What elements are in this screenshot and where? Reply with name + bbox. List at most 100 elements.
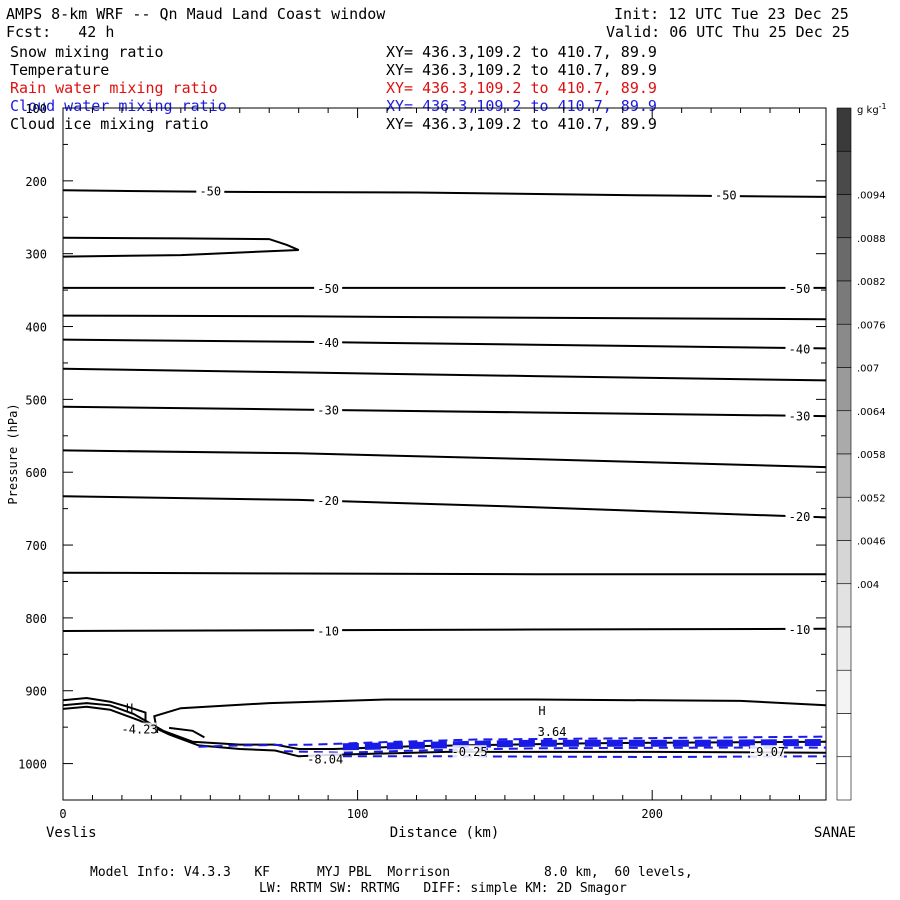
footer-physics-info: LW: RRTM SW: RRTMG DIFF: simple KM: 2D S… [259,881,627,896]
contour-label: -40 [789,342,811,356]
y-tick-label: 1000 [18,758,47,772]
colorbar-label: .0094 [857,191,886,202]
field-xy: XY= 436.3,109.2 to 410.7, 89.9 [386,61,657,79]
colorbar-segment [836,583,852,628]
contour-label-bg [314,402,343,417]
valid-time: Valid: 06 UTC Thu 25 Dec 25 [606,23,850,41]
temperature-contour [62,338,827,350]
field-name: Snow mixing ratio [10,43,164,61]
x-end-location: SANAE [814,825,856,841]
colorbar-segment [836,713,852,758]
contour-label: -10 [789,623,811,637]
forecast-hour: Fcst: 42 h [6,23,115,41]
extremum-symbol: H [538,704,545,718]
extremum-value: -9.07 [749,745,785,759]
contour-label-bg [314,492,343,507]
colorbar-label: .0076 [857,320,886,331]
contour-label-bg [314,334,343,349]
temperature-contour [62,705,827,758]
x-tick-label: 100 [347,807,369,821]
plot-frame [62,107,827,801]
contour-label: -50 [715,189,737,203]
temperature-contour [62,627,827,632]
colorbar-segment [836,367,852,412]
colorbar-label: .0082 [857,277,886,288]
colorbar-segment [836,107,852,152]
temperature-contour [62,495,827,519]
y-tick-label: 600 [25,466,47,480]
colorbar-segment [836,756,852,801]
temperature-contour [62,571,826,576]
cloud-water-contour [342,755,827,759]
x-tick-label: 200 [641,807,663,821]
field-xy: XY= 436.3,109.2 to 410.7, 89.9 [386,115,657,133]
x-tick-label: 0 [59,807,66,821]
colorbar-segment [836,194,852,239]
init-time: Init: 12 UTC Tue 23 Dec 25 [614,5,849,23]
contour-label: -50 [199,184,221,198]
contour-label-bg [785,408,814,423]
field-xy: XY= 436.3,109.2 to 410.7, 89.9 [386,43,657,61]
value-label-bg [535,724,570,738]
extremum-value: -0.25 [451,745,487,759]
contour-label: -10 [317,624,339,638]
y-tick-label: 700 [25,539,47,553]
colorbar-segment [836,626,852,671]
y-tick-label: 400 [25,321,47,335]
colorbar-segment [836,280,852,325]
contour-label-bg [196,183,225,198]
chart-title: AMPS 8-km WRF -- Qn Maud Land Coast wind… [6,5,386,23]
contour-label-bg [785,280,814,295]
cloud-water-contour [283,746,826,754]
colorbar-label: .0058 [857,450,886,461]
temperature-contour [153,698,827,734]
contour-label-bg [314,280,343,295]
colorbar-segment [836,496,852,541]
value-label-bg [308,752,343,766]
temperature-contour [168,726,205,739]
colorbar-segment [836,669,852,714]
field-name: Rain water mixing ratio [10,79,218,97]
colorbar-label: .0052 [857,493,886,504]
footer-model-info: Model Info: V4.3.3 KF MYJ PBL Morrison 8… [90,865,693,880]
colorbar-segment [836,453,852,498]
contour-label-bg [785,341,814,356]
contour-label-bg [314,623,343,638]
temperature-contour [62,314,827,321]
colorbar-segment [836,323,852,368]
x-start-location: Veslis [46,825,97,841]
field-name: Cloud ice mixing ratio [10,115,209,133]
y-tick-label: 900 [25,685,47,699]
temperature-contour [62,367,827,382]
colorbar-unit: g kg-1 [857,102,887,116]
colorbar-label: .0064 [857,407,886,418]
extremum-symbol: H [126,702,133,716]
contour-label-bg [785,621,814,636]
value-label-bg [452,745,487,759]
extremum-value: -8.04 [307,752,343,766]
temperature-contour [62,405,827,418]
y-tick-label: 300 [25,248,47,262]
colorbar-label: .0046 [857,537,886,548]
colorbar-label: .0088 [857,234,886,245]
temperature-contour [62,449,827,469]
y-tick-label: 500 [25,393,47,407]
x-axis-label: Distance (km) [390,825,500,841]
field-xy: XY= 436.3,109.2 to 410.7, 89.9 [386,79,657,97]
cloud-water-contour [198,735,827,748]
contour-label: -50 [317,282,339,296]
field-xy: XY= 436.3,109.2 to 410.7, 89.9 [386,97,657,115]
colorbar-segment [836,237,852,282]
y-tick-label: 200 [25,175,47,189]
contour-label: -30 [789,409,811,423]
contour-label: -30 [317,404,339,418]
contour-label: -20 [317,494,339,508]
colorbar-segment [836,150,852,195]
contour-label: -20 [789,510,811,524]
colorbar-label: .007 [857,364,879,375]
temperature-contour [62,189,827,198]
contour-label-bg [711,187,740,202]
contour-label: -50 [789,282,811,296]
value-label-bg [122,722,157,736]
